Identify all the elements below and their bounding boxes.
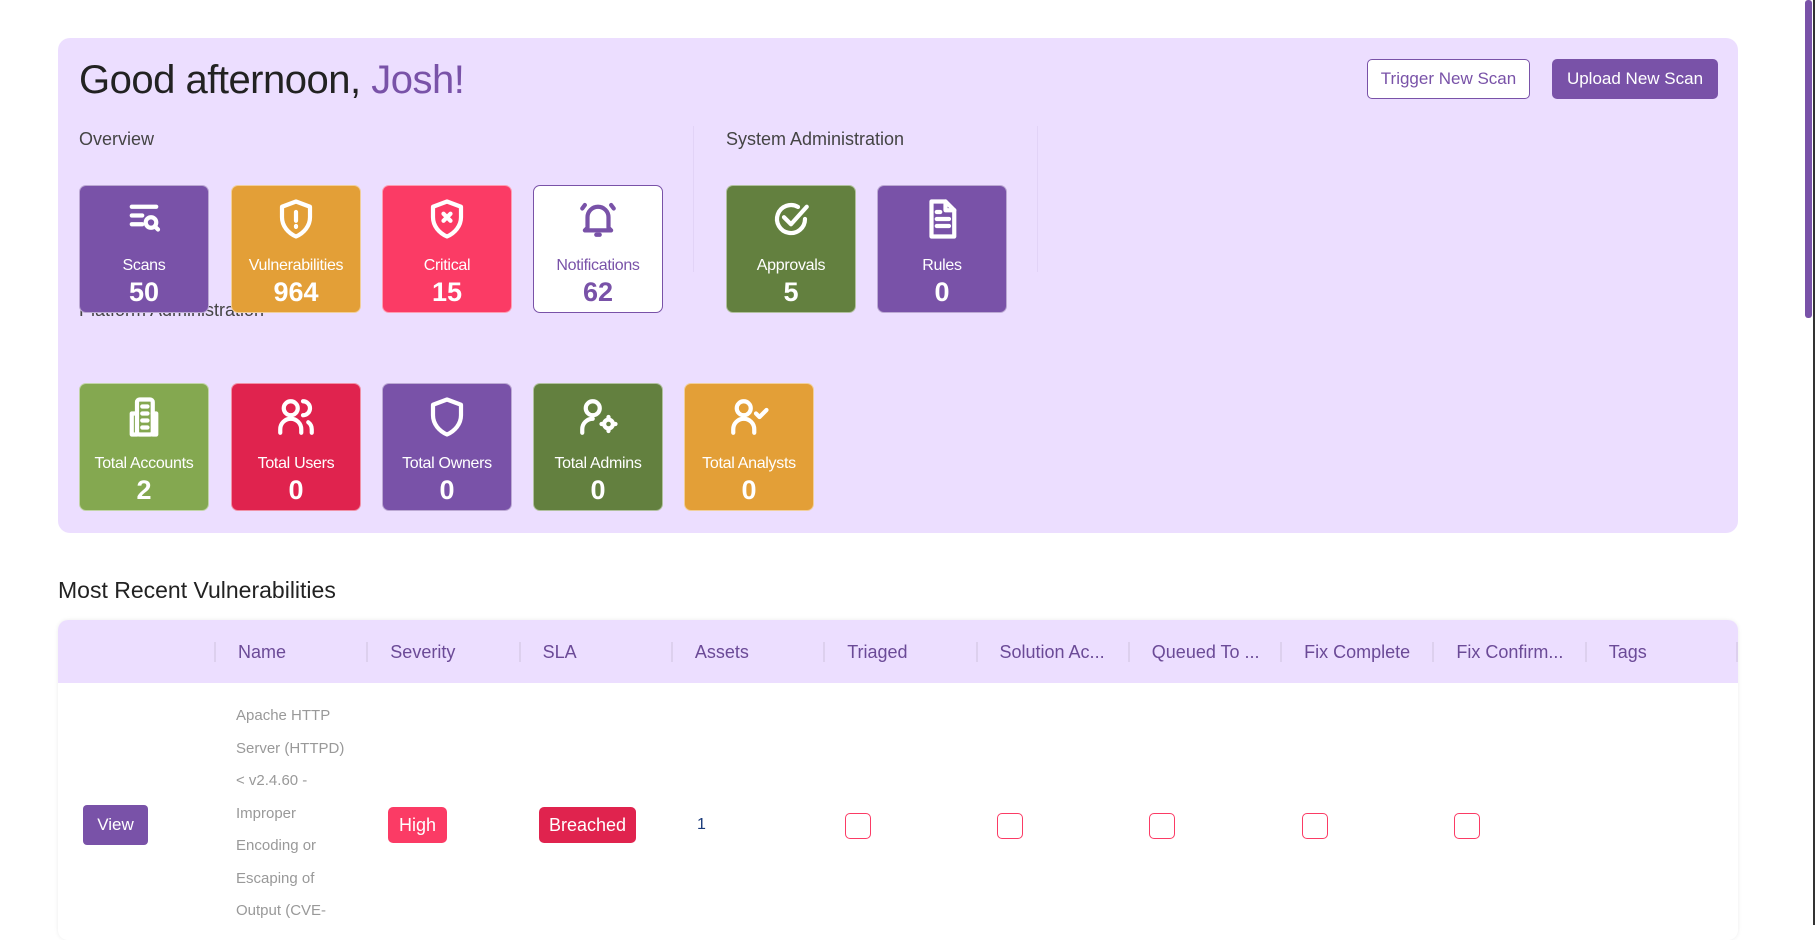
card-label: Rules: [922, 257, 962, 274]
card-vulnerabilities[interactable]: Vulnerabilities 964: [231, 185, 361, 313]
card-value: 2: [136, 475, 152, 505]
card-value: 5: [783, 277, 799, 307]
card-label: Notifications: [556, 257, 640, 274]
card-value: 0: [288, 475, 304, 505]
severity-badge: High: [388, 807, 447, 843]
card-label: Total Owners: [402, 455, 492, 472]
vulnerability-name[interactable]: Apache HTTP Server (HTTPD) < v2.4.60 - I…: [236, 707, 345, 919]
user-gear-icon: [577, 384, 619, 443]
shield-x-icon: [426, 186, 468, 245]
scrollbar-track: [1813, 0, 1815, 925]
card-label: Critical: [423, 257, 471, 274]
greeting-text: Good afternoon,: [79, 58, 372, 102]
view-button[interactable]: View: [83, 805, 148, 845]
card-value: 0: [439, 475, 455, 505]
divider: [693, 126, 694, 272]
greeting: Good afternoon, Josh!: [79, 58, 465, 103]
column-header-tags[interactable]: Tags: [1584, 642, 1647, 662]
shield-alert-icon: [275, 186, 317, 245]
column-header-sla[interactable]: SLA: [518, 642, 577, 662]
upload-new-scan-button[interactable]: Upload New Scan: [1552, 59, 1718, 99]
triaged-checkbox[interactable]: [845, 813, 871, 839]
card-total-admins[interactable]: Total Admins 0: [533, 383, 663, 511]
card-total-accounts[interactable]: Total Accounts 2: [79, 383, 209, 511]
system-admin-heading: System Administration: [726, 129, 905, 149]
shield-icon: [426, 384, 468, 443]
trigger-new-scan-button[interactable]: Trigger New Scan: [1367, 59, 1530, 99]
card-total-analysts[interactable]: Total Analysts 0: [684, 383, 814, 511]
card-label: Vulnerabilities: [248, 257, 344, 274]
overview-heading: Overview: [79, 129, 155, 149]
column-header-assets[interactable]: Assets: [670, 642, 749, 662]
card-value: 62: [582, 277, 614, 307]
column-header-queued-to[interactable]: Queued To ...: [1127, 642, 1260, 662]
card-label: Approvals: [756, 257, 826, 274]
queued-checkbox[interactable]: [1149, 813, 1175, 839]
scan-search-icon: [123, 186, 165, 245]
card-label: Total Analysts: [702, 455, 796, 472]
card-label: Scans: [122, 257, 166, 274]
column-header-solution-ac[interactable]: Solution Ac...: [975, 642, 1105, 662]
vulnerabilities-table: Name Severity SLA Assets Triaged Solution Ac.…: [58, 620, 1738, 940]
card-value: 964: [273, 277, 319, 307]
card-value: 0: [741, 475, 757, 505]
fix-confirmed-checkbox[interactable]: [1454, 813, 1480, 839]
column-header-fix-complete[interactable]: Fix Complete: [1280, 642, 1410, 662]
card-approvals[interactable]: Approvals 5: [726, 185, 856, 313]
card-total-owners[interactable]: Total Owners 0: [382, 383, 512, 511]
card-critical[interactable]: Critical 15: [382, 185, 512, 313]
card-scans[interactable]: Scans 50: [79, 185, 209, 313]
card-label: Total Accounts: [94, 455, 194, 472]
divider: [1037, 126, 1038, 272]
card-total-users[interactable]: Total Users 0: [231, 383, 361, 511]
column-header-severity[interactable]: Severity: [366, 642, 455, 662]
solution-checkbox[interactable]: [997, 813, 1023, 839]
user-name: Josh!: [371, 58, 465, 102]
card-value: 0: [590, 475, 606, 505]
card-value: 50: [128, 277, 160, 307]
users-icon: [275, 384, 317, 443]
user-check-icon: [728, 384, 770, 443]
dashboard-summary-panel: Good afternoon, Josh! Trigger New Scan U…: [58, 38, 1738, 533]
column-header-name[interactable]: Name: [214, 642, 286, 662]
card-value: 15: [431, 277, 463, 307]
document-icon: [921, 186, 963, 245]
sla-badge: Breached: [539, 807, 636, 843]
card-notifications[interactable]: Notifications 62: [533, 185, 663, 313]
column-header-fix-confirm[interactable]: Fix Confirm...: [1432, 642, 1563, 662]
building-icon: [123, 384, 165, 443]
card-rules[interactable]: Rules 0: [877, 185, 1007, 313]
card-label: Total Admins: [554, 455, 642, 472]
scrollbar-thumb[interactable]: [1805, 0, 1812, 318]
column-divider: [1736, 642, 1738, 662]
bell-icon: [577, 186, 619, 245]
card-value: 0: [934, 277, 950, 307]
recent-vulnerabilities-heading: Most Recent Vulnerabilities: [58, 577, 336, 603]
fix-complete-checkbox[interactable]: [1302, 813, 1328, 839]
table-header: Name Severity SLA Assets Triaged Solution Ac.…: [58, 620, 1738, 683]
column-header-triaged[interactable]: Triaged: [823, 642, 908, 662]
card-label: Total Users: [257, 455, 335, 472]
assets-count: 1: [697, 816, 706, 833]
check-circle-icon: [770, 186, 812, 245]
